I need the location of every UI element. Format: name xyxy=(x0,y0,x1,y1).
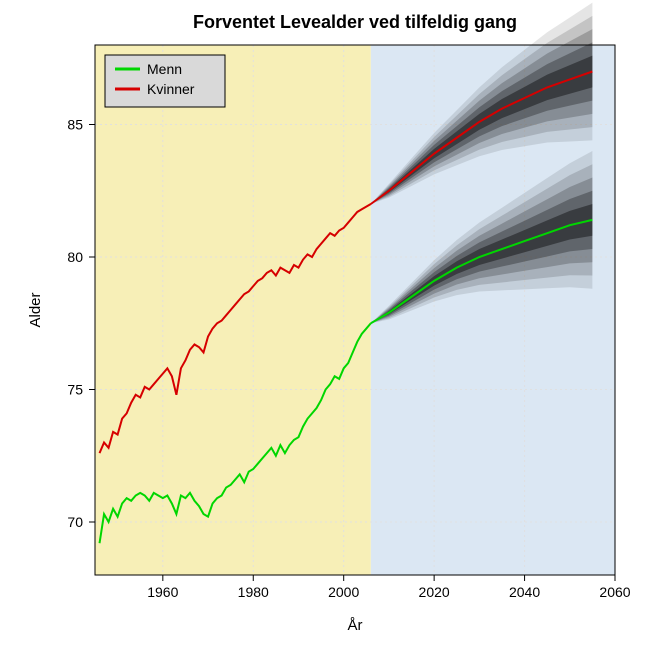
x-tick-label: 1980 xyxy=(238,584,269,600)
chart-title: Forventet Levealder ved tilfeldig gang xyxy=(193,12,517,32)
y-tick-label: 80 xyxy=(67,249,83,265)
x-tick-label: 2020 xyxy=(419,584,450,600)
y-tick-label: 75 xyxy=(67,382,83,398)
life-expectancy-chart: 1960 1980 2000 2020 2040 2060 70 75 80 85 År Alder F… xyxy=(0,0,663,653)
x-axis-title: År xyxy=(348,617,363,634)
chart-container: 1960 1980 2000 2020 2040 2060 70 75 80 85 År Alder F… xyxy=(0,0,663,653)
y-tick-label: 70 xyxy=(67,514,83,530)
x-tick-label: 2000 xyxy=(328,584,359,600)
legend-label: Kvinner xyxy=(147,81,195,97)
legend-label: Menn xyxy=(147,61,182,77)
y-tick-label: 85 xyxy=(67,117,83,133)
x-tick-label: 2060 xyxy=(599,584,630,600)
x-tick-label: 1960 xyxy=(147,584,178,600)
y-axis-title: Alder xyxy=(27,292,44,327)
x-tick-label: 2040 xyxy=(509,584,540,600)
